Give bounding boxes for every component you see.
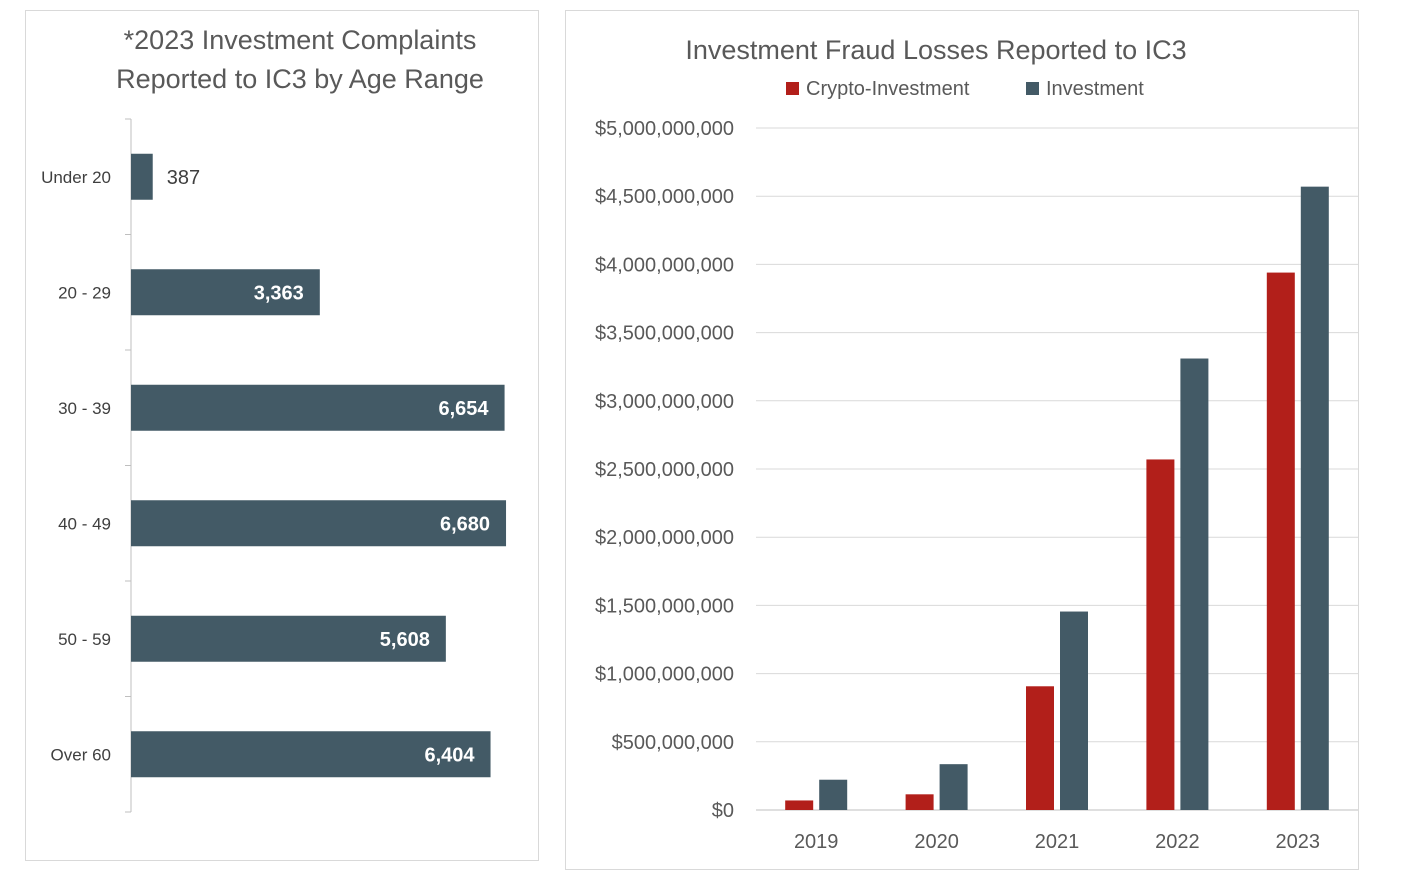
left-bar	[131, 153, 153, 200]
right-y-tick-label: $5,000,000,000	[595, 118, 734, 140]
right-y-tick-label: $4,000,000,000	[595, 254, 734, 276]
left-category-label: 40 - 49	[58, 514, 111, 533]
right-y-tick-label: $2,500,000,000	[595, 459, 734, 481]
right-chart-title: Investment Fraud Losses Reported to IC3	[685, 35, 1186, 65]
right-y-tick-label: $4,500,000,000	[595, 186, 734, 208]
investment-bar	[1180, 358, 1209, 810]
left-bar	[131, 269, 320, 316]
left-bar-value-label: 387	[167, 167, 200, 189]
crypto-investment-bar	[905, 794, 934, 810]
right-gridlines: $0 $500,000,000 $1,000,000,000 $1,500,000,0…	[595, 118, 1358, 822]
right-y-tick-label: $3,500,000,000	[595, 323, 734, 345]
left-bar-value-label: 5,608	[380, 629, 430, 651]
crypto-investment-bar	[785, 800, 814, 810]
right-y-tick-label: $0	[712, 800, 734, 822]
crypto-investment-bar	[1266, 272, 1295, 811]
left-category-label: Under 20	[41, 168, 111, 187]
left-category-label: 30 - 39	[58, 399, 111, 418]
investment-bar	[1300, 186, 1329, 811]
crypto-investment-bar	[1026, 686, 1054, 810]
left-category-label: Over 60	[51, 745, 111, 764]
left-category-label: 20 - 29	[58, 283, 111, 302]
left-category-label: 50 - 59	[58, 630, 111, 649]
left-chart-title-line-1: *2023 Investment Complaints	[124, 25, 477, 55]
right-x-tick-label: 2020	[914, 831, 959, 853]
right-x-tick-label: 2023	[1276, 831, 1321, 853]
legend-label: Crypto-Investment	[806, 78, 970, 100]
right-x-tick-label: 2019	[794, 831, 839, 853]
right-y-tick-label: $2,000,000,000	[595, 527, 734, 549]
age-range-bar-chart: *2023 Investment Complaints Reported to …	[41, 25, 507, 813]
left-bar	[131, 500, 507, 547]
legend-swatch	[1026, 82, 1039, 95]
investment-bar	[1060, 611, 1088, 810]
right-y-tick-label: $500,000,000	[612, 732, 734, 754]
right-x-tick-label: 2022	[1155, 831, 1200, 853]
right-bars-group	[785, 186, 1329, 811]
right-y-tick-label: $1,000,000,000	[595, 664, 734, 686]
legend-label: Investment	[1046, 78, 1144, 100]
left-bar-value-label: 3,363	[254, 282, 304, 304]
age-range-chart-panel: *2023 Investment Complaints Reported to …	[25, 10, 539, 861]
left-bar	[131, 615, 446, 662]
right-y-tick-label: $3,000,000,000	[595, 391, 734, 413]
right-y-tick-label: $1,500,000,000	[595, 595, 734, 617]
left-bar-value-label: 6,680	[440, 513, 490, 535]
left-bar	[131, 384, 505, 431]
left-category-axis: Under 20 20 - 29 30 - 39 40 - 49 50 - 59 Over…	[41, 118, 132, 813]
left-bar	[131, 731, 491, 778]
legend-swatch	[786, 82, 799, 95]
right-x-axis: 2019 2020 2021 2022 2023	[794, 831, 1320, 853]
investment-bar	[819, 779, 848, 810]
left-bar-value-label: 6,404	[424, 744, 475, 766]
left-bar-value-label: 6,654	[439, 398, 490, 420]
crypto-investment-bar	[1146, 459, 1175, 810]
fraud-losses-chart-panel: Investment Fraud Losses Reported to IC3 …	[565, 10, 1359, 870]
right-x-tick-label: 2021	[1035, 831, 1080, 853]
fraud-losses-bar-chart: Investment Fraud Losses Reported to IC3 …	[595, 35, 1358, 853]
left-chart-title-line-2: Reported to IC3 by Age Range	[116, 64, 484, 94]
left-bars-group: 387 3,363 6,654 6,680 5,608 6,404	[131, 153, 507, 778]
right-legend: Crypto-Investment Investment	[786, 78, 1144, 100]
investment-bar	[939, 764, 968, 810]
